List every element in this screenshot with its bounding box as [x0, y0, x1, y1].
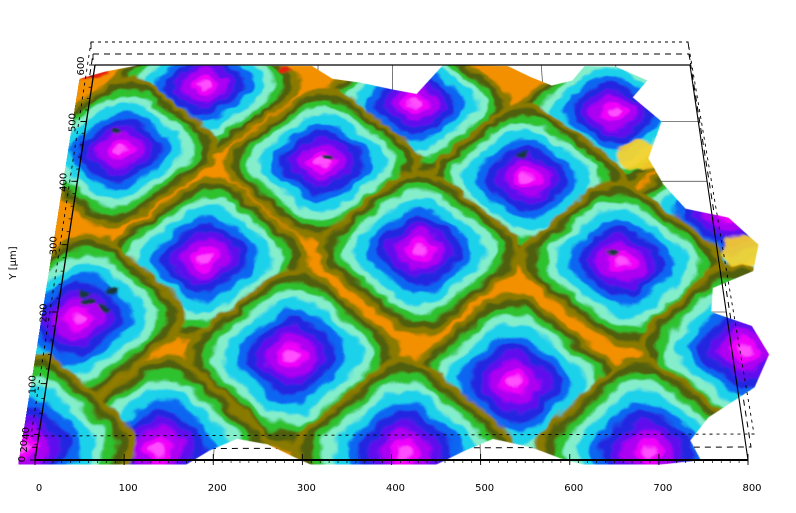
- x-tick-label: 600: [564, 483, 583, 494]
- y-tick-label: 100: [28, 375, 39, 394]
- x-tick-label: 200: [208, 483, 227, 494]
- z-tick-label: 20: [19, 440, 30, 453]
- x-tick-label: 700: [653, 483, 672, 494]
- z-tick-label: 40: [21, 427, 32, 440]
- dimple: [209, 78, 435, 253]
- x-tick-label: 300: [297, 483, 316, 494]
- x-tick-label: 0: [36, 483, 42, 494]
- x-tick-label: 500: [475, 483, 494, 494]
- y-tick-label: 200: [38, 303, 49, 322]
- y-tick-label: 300: [49, 236, 60, 255]
- x-tick-label: 400: [386, 483, 405, 494]
- x-tick-label: 100: [119, 483, 138, 494]
- dimple: [390, 280, 640, 388]
- y-tick-label: 500: [67, 113, 78, 132]
- y-tick-label: 400: [58, 173, 69, 192]
- dimple: [621, 251, 729, 388]
- y-tick-label: 600: [76, 56, 87, 75]
- y-axis-title: Y [µm]: [8, 246, 19, 280]
- dimple: [169, 255, 415, 388]
- dimple: [503, 170, 729, 362]
- x-tick-label: 800: [742, 483, 761, 494]
- z-tick-label: 0: [17, 456, 28, 462]
- dimple: [302, 159, 537, 349]
